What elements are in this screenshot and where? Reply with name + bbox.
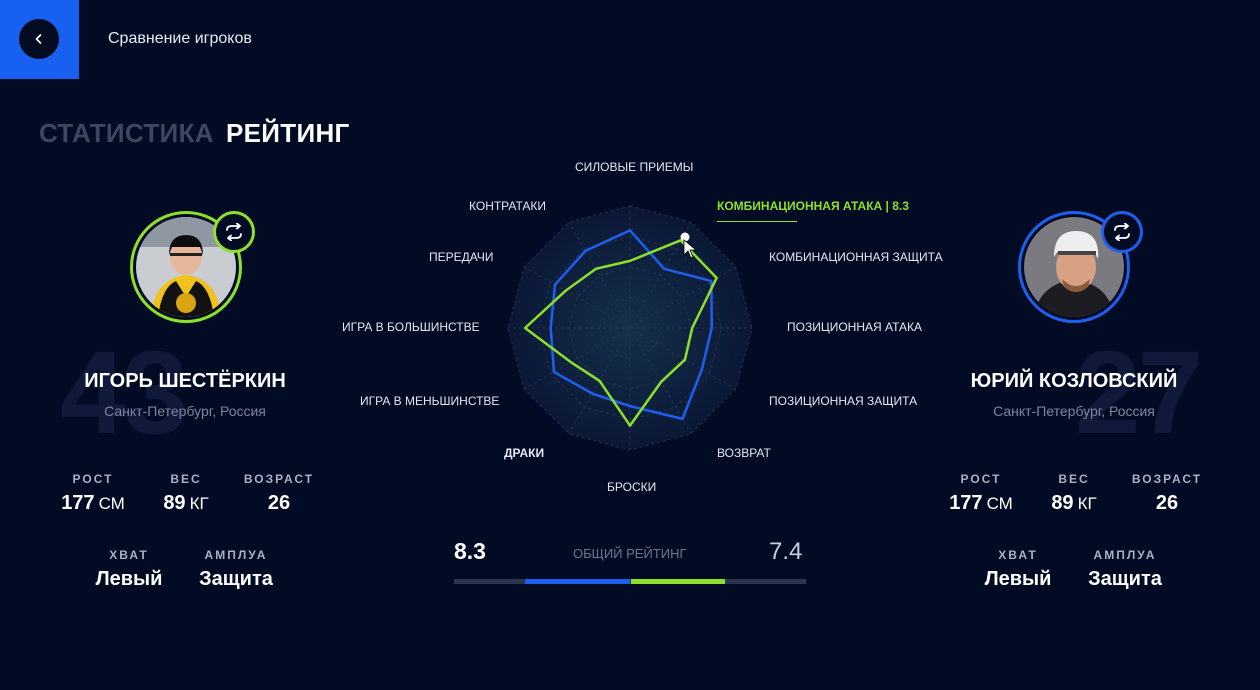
radar-label-combo-attack[interactable]: КОМБИНАЦИОННАЯ АТАКА | 8.3 — [717, 199, 909, 213]
age-value: 26 — [267, 492, 291, 514]
radar-series-2 — [549, 229, 713, 421]
player-number: 43 — [60, 327, 188, 459]
chevron-left-icon — [35, 34, 42, 44]
player-city: Санкт-Петербург, Россия — [104, 403, 266, 419]
radar-label-counterattacks[interactable]: КОНТРАТАКИ — [469, 199, 547, 213]
radar-series-1 — [523, 239, 718, 427]
overall-rating-bar-right — [631, 579, 725, 584]
age-value: 26 — [1155, 492, 1179, 514]
age-label: ВОЗРАСТ — [243, 472, 315, 486]
role-label: АМПЛУА — [204, 548, 268, 562]
weight-value: 89 КГ — [163, 492, 209, 514]
radar-spoke — [568, 222, 631, 329]
weight-label: ВЕС — [1058, 472, 1090, 486]
back-button[interactable] — [19, 19, 59, 59]
grip-value: Левый — [984, 568, 1052, 590]
radar-label-shorthanded[interactable]: ИГРА В МЕНЬШИНСТВЕ — [360, 394, 500, 408]
height-value: 177 СМ — [949, 492, 1013, 514]
radar-label-positional-defense[interactable]: ПОЗИЦИОННАЯ ЗАЩИТА — [769, 394, 918, 408]
radar-chart — [507, 205, 753, 451]
radar-highlight-point[interactable] — [680, 232, 690, 242]
overall-rating-bar-left — [524, 579, 630, 584]
weight-value: 89 КГ — [1051, 492, 1097, 514]
radar-spoke — [524, 327, 631, 390]
overall-rating-left: 8.3 — [454, 538, 486, 564]
player-name: ЮРИЙ КОЗЛОВСКИЙ — [970, 370, 1178, 392]
height-label: РОСТ — [72, 472, 114, 486]
radar-spoke — [629, 222, 692, 329]
cursor-icon — [683, 239, 698, 259]
radar-label-powerplay[interactable]: ИГРА В БОЛЬШИНСТВЕ — [342, 320, 480, 334]
page-title: Сравнение игроков — [108, 30, 252, 47]
height-value: 177 СМ — [61, 492, 125, 514]
height-label: РОСТ — [960, 472, 1002, 486]
overall-rating-track — [454, 579, 806, 584]
overall-rating-label: ОБЩИЙ РЕЙТИНГ — [573, 546, 687, 561]
swap-icon — [226, 223, 242, 241]
radar-spoke — [629, 327, 736, 390]
radar-label-underline — [717, 221, 797, 222]
role-value: Защита — [1088, 568, 1162, 590]
radar-label-fights[interactable]: ДРАКИ — [504, 446, 545, 460]
radar-label-passes[interactable]: ПЕРЕДАЧИ — [429, 250, 494, 264]
radar-label-combo-defense[interactable]: КОМБИНАЦИОННАЯ ЗАЩИТА — [769, 250, 943, 264]
grip-label: ХВАТ — [998, 548, 1038, 562]
grip-value: Левый — [95, 568, 163, 590]
player-number: 27 — [1075, 327, 1203, 459]
swap-player-button[interactable] — [213, 211, 255, 253]
role-value: Защита — [199, 568, 273, 590]
age-label: ВОЗРАСТ — [1131, 472, 1203, 486]
radar-label-positional-attack[interactable]: ПОЗИЦИОННАЯ АТАКА — [787, 320, 922, 334]
weight-label: ВЕС — [170, 472, 202, 486]
swap-icon — [1114, 223, 1130, 241]
radar-label-shots[interactable]: БРОСКИ — [607, 480, 657, 494]
player-name: ИГОРЬ ШЕСТЁРКИН — [84, 370, 286, 392]
tab-rating[interactable]: РЕЙТИНГ — [226, 118, 350, 148]
radar-spoke — [629, 266, 736, 329]
radar-label-body-checks[interactable]: СИЛОВЫЕ ПРИЕМЫ — [575, 160, 694, 174]
swap-player-button[interactable] — [1101, 211, 1143, 253]
role-label: АМПЛУА — [1093, 548, 1157, 562]
tab-statistics[interactable]: СТАТИСТИКА — [39, 118, 214, 148]
player-city: Санкт-Петербург, Россия — [993, 403, 1155, 419]
radar-spoke — [524, 266, 631, 329]
overall-rating-right: 7.4 — [769, 538, 803, 565]
radar-label-backcheck[interactable]: ВОЗВРАТ — [717, 446, 771, 460]
grip-label: ХВАТ — [109, 548, 149, 562]
